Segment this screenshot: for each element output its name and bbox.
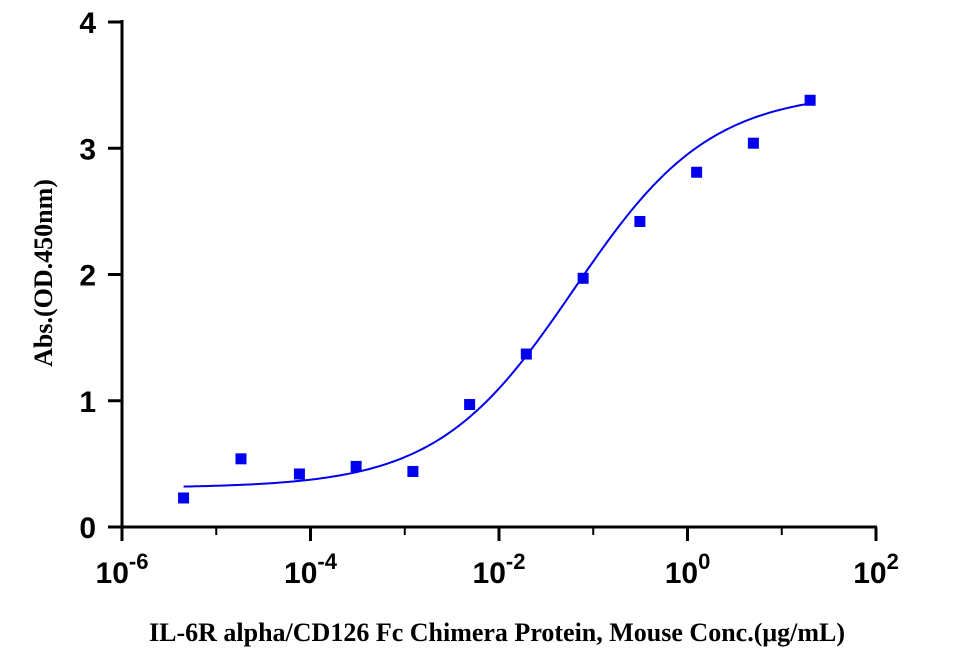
fit-curve [183, 102, 811, 488]
y-axis-title: Abs.(OD.450nm) [29, 179, 58, 367]
x-tick-label: 100 [665, 549, 711, 590]
x-tick-label: 10-2 [473, 549, 526, 590]
x-tick-base: 10 [665, 557, 698, 590]
data-point [178, 492, 190, 504]
data-point [804, 94, 816, 106]
data-point [407, 465, 419, 477]
x-tick-base: 10 [853, 557, 886, 590]
x-tick-label: 10-4 [284, 549, 338, 590]
x-ticks: 10-6 10-4 10-2 100 102 [96, 527, 899, 590]
data-point [293, 468, 305, 480]
y-tick-label: 2 [79, 260, 96, 293]
y-ticks: 0 1 2 3 4 [79, 7, 122, 545]
x-axis-title: IL-6R alpha/CD126 Fc Chimera Protein, Mo… [149, 618, 845, 647]
y-tick-label: 1 [79, 386, 96, 419]
data-point [577, 272, 589, 284]
y-tick-label: 3 [79, 133, 96, 166]
x-tick-exponent: -2 [506, 549, 526, 574]
data-point [747, 137, 759, 149]
data-point [350, 460, 362, 472]
data-point [464, 399, 476, 411]
data-point [520, 348, 532, 360]
x-tick-label: 10-6 [96, 549, 149, 590]
y-tick-label: 0 [79, 512, 96, 545]
axes [120, 20, 877, 529]
data-point [634, 215, 646, 227]
data-point [691, 166, 703, 178]
x-tick-base: 10 [96, 557, 129, 590]
x-tick-base: 10 [284, 557, 317, 590]
data-points [178, 94, 816, 504]
y-tick-label: 4 [79, 7, 96, 40]
x-tick-exponent: 2 [887, 549, 899, 574]
data-point [235, 453, 247, 465]
x-tick-exponent: -6 [129, 549, 149, 574]
x-tick-base: 10 [473, 557, 506, 590]
x-tick-label: 102 [853, 549, 899, 590]
x-tick-exponent: -4 [317, 549, 337, 574]
x-tick-exponent: 0 [698, 549, 710, 574]
